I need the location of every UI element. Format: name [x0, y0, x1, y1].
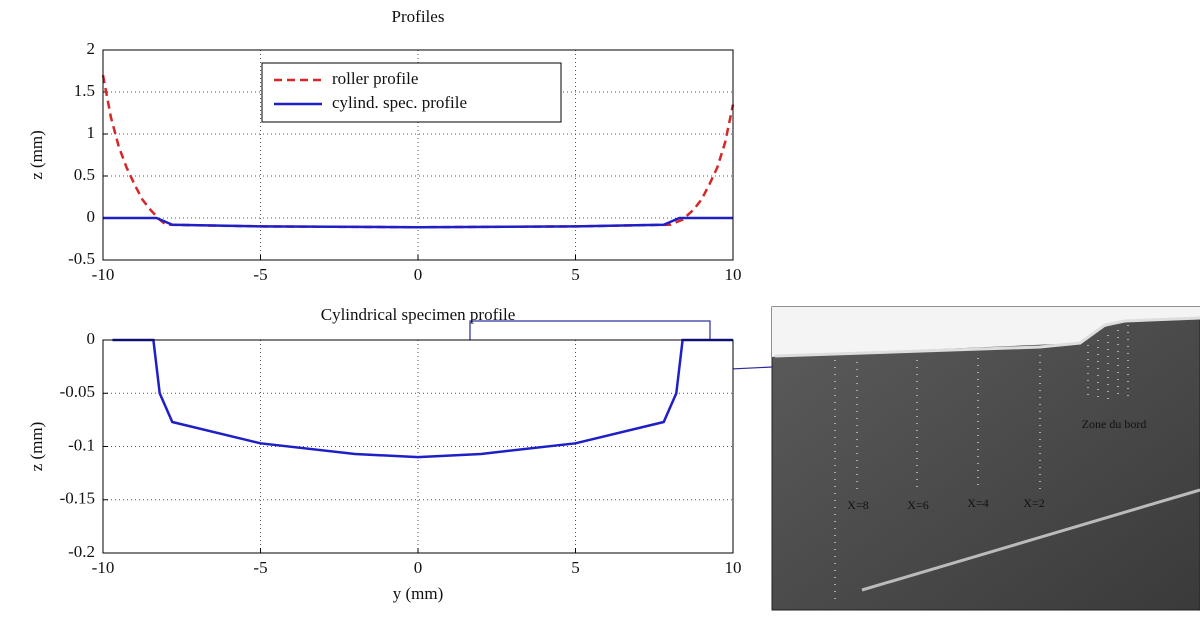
- x-tick-label: 0: [414, 265, 423, 284]
- y-tick-label: 0: [87, 207, 96, 226]
- x-tick-label: -5: [253, 265, 267, 284]
- micrograph: [771, 306, 1200, 611]
- y-tick-label: 1.5: [74, 81, 95, 100]
- y-tick-label: -0.5: [68, 249, 95, 268]
- legend-box: [261, 62, 562, 123]
- x-axis-label: y (mm): [393, 584, 444, 603]
- y-tick-label: -0.05: [60, 382, 95, 401]
- chart-title: Cylindrical specimen profile: [321, 305, 516, 324]
- y-tick-label: -0.15: [60, 489, 95, 508]
- micrograph-label: X=4: [967, 496, 988, 510]
- y-axis-label: z (mm): [27, 130, 46, 180]
- x-tick-label: 10: [725, 558, 742, 577]
- y-tick-label: -0.2: [68, 542, 95, 561]
- micrograph-label: X=8: [847, 498, 868, 512]
- micrograph-label: X=2: [1023, 496, 1044, 510]
- plot-frame: [102, 339, 734, 554]
- micrograph-label: Zone du bord: [1082, 417, 1147, 431]
- x-tick-label: -10: [92, 265, 115, 284]
- y-axis-label: z (mm): [27, 422, 46, 472]
- y-tick-label: 0: [87, 329, 96, 348]
- plot-frame: [102, 49, 734, 261]
- y-tick-label: 0.5: [74, 165, 95, 184]
- y-tick-label: 1: [87, 123, 96, 142]
- x-tick-label: -10: [92, 558, 115, 577]
- plot-area: [103, 340, 733, 553]
- x-tick-label: 10: [725, 265, 742, 284]
- micrograph-label: X=6: [907, 498, 928, 512]
- legend-label: cylind. spec. profile: [332, 93, 467, 112]
- legend-label: roller profile: [332, 69, 418, 88]
- x-tick-label: 0: [414, 558, 423, 577]
- y-tick-label: -0.1: [68, 435, 95, 454]
- chart-title: Profiles: [392, 7, 445, 26]
- x-tick-label: -5: [253, 558, 267, 577]
- series-line: [103, 216, 733, 229]
- x-tick-label: 5: [571, 265, 580, 284]
- series-line: [112, 338, 733, 459]
- x-tick-label: 5: [571, 558, 580, 577]
- y-tick-label: 2: [87, 39, 96, 58]
